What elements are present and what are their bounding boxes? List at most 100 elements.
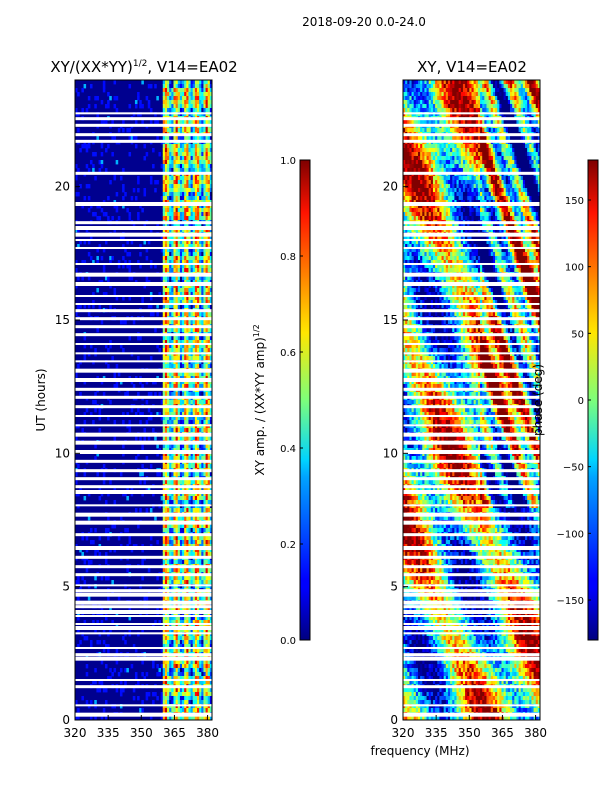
amplitude-cell xyxy=(186,472,189,477)
amplitude-cell xyxy=(205,188,209,193)
amplitude-cell xyxy=(203,240,206,245)
amplitude-cell xyxy=(182,492,185,497)
amplitude-cell xyxy=(203,120,206,125)
phase-cell xyxy=(411,84,415,89)
amplitude-cell xyxy=(137,260,140,265)
amplitude-cell xyxy=(199,176,202,181)
amplitude-cell xyxy=(197,612,200,617)
amplitude-cell xyxy=(190,148,194,153)
amplitude-cell xyxy=(192,108,196,113)
amplitude-cell xyxy=(207,204,211,209)
amplitude-cell xyxy=(98,168,102,173)
amplitude-cell xyxy=(173,400,177,405)
amplitude-cell xyxy=(201,108,204,113)
phase-cell xyxy=(484,96,487,101)
amplitude-cell xyxy=(128,128,132,133)
phase-cell xyxy=(477,88,481,93)
amplitude-cell xyxy=(186,616,189,621)
amplitude-cell xyxy=(111,356,114,361)
amplitude-cell xyxy=(197,492,200,497)
amplitude-cell xyxy=(85,536,89,541)
amplitude-cell xyxy=(169,576,172,581)
amplitude-cell xyxy=(190,400,194,405)
amplitude-cell xyxy=(197,328,200,333)
amplitude-cell xyxy=(203,164,206,169)
amplitude-cell xyxy=(158,152,162,157)
amplitude-cell xyxy=(192,240,196,245)
amplitude-cell xyxy=(194,312,198,317)
amplitude-cell xyxy=(89,644,93,649)
amplitude-cell xyxy=(182,236,185,241)
amplitude-cell xyxy=(199,680,202,685)
amplitude-cell xyxy=(94,400,97,405)
amplitude-cell xyxy=(122,184,125,189)
amplitude-cell xyxy=(188,236,191,241)
amplitude-cell xyxy=(184,384,187,389)
amplitude-cell xyxy=(203,464,206,469)
amplitude-cell xyxy=(175,700,179,705)
amplitude-cell xyxy=(201,212,204,217)
amplitude-cell xyxy=(203,372,206,377)
flagged-band xyxy=(75,490,212,494)
amplitude-cell xyxy=(149,716,153,720)
amplitude-cell xyxy=(192,212,196,217)
amplitude-cell xyxy=(184,152,187,157)
amplitude-cell xyxy=(169,136,172,141)
phase-cell xyxy=(471,88,475,93)
amplitude-cell xyxy=(188,256,191,261)
amplitude-cell xyxy=(152,660,155,665)
amplitude-cell xyxy=(167,524,170,529)
amplitude-cell xyxy=(177,300,181,305)
amplitude-cell xyxy=(192,380,196,385)
amplitude-cell xyxy=(184,580,187,585)
amplitude-cell xyxy=(173,168,177,173)
amplitude-cell xyxy=(201,176,204,181)
phase-cell xyxy=(428,92,432,97)
amplitude-cell xyxy=(167,560,170,565)
amplitude-cell xyxy=(209,384,212,389)
amplitude-cell xyxy=(179,136,183,141)
amplitude-cell xyxy=(184,312,187,317)
amplitude-cell xyxy=(192,524,196,529)
amplitude-cell xyxy=(137,696,140,701)
amplitude-cell xyxy=(130,664,134,669)
amplitude-cell xyxy=(192,540,196,545)
amplitude-cell xyxy=(203,264,206,269)
amplitude-cell xyxy=(186,296,189,301)
amplitude-cell xyxy=(205,672,209,677)
amplitude-cell xyxy=(205,400,209,405)
amplitude-cell xyxy=(169,152,172,157)
amplitude-cell xyxy=(194,356,198,361)
amplitude-cell xyxy=(199,560,202,565)
amplitude-cell xyxy=(209,192,212,197)
amplitude-cell xyxy=(205,208,209,213)
amplitude-cell xyxy=(179,340,183,345)
amplitude-cell xyxy=(175,256,179,261)
amplitude-cell xyxy=(102,640,106,645)
amplitude-cell xyxy=(199,536,202,541)
amplitude-cell xyxy=(207,300,211,305)
amplitude-cell xyxy=(111,152,114,157)
amplitude-cell xyxy=(186,252,189,257)
amplitude-cell xyxy=(100,680,104,685)
amplitude-cell xyxy=(207,492,211,497)
phase-cell xyxy=(452,88,455,93)
amplitude-cell xyxy=(182,336,185,341)
amplitude-cell xyxy=(156,664,159,669)
amplitude-cell xyxy=(199,676,202,681)
amplitude-cell xyxy=(188,364,191,369)
amplitude-cell xyxy=(169,384,172,389)
phase-cell xyxy=(516,92,519,97)
amplitude-cell xyxy=(188,560,191,565)
phase-cell xyxy=(484,88,487,93)
amplitude-cell xyxy=(98,412,102,417)
amplitude-cell xyxy=(162,696,166,701)
phase-cell xyxy=(503,88,507,93)
amplitude-cell xyxy=(81,108,84,113)
amplitude-cell xyxy=(186,568,189,573)
phase-cell xyxy=(458,84,462,89)
amplitude-cell xyxy=(141,120,144,125)
amplitude-cell xyxy=(169,680,172,685)
amplitude-cell xyxy=(169,96,172,101)
amplitude-cell xyxy=(199,264,202,269)
